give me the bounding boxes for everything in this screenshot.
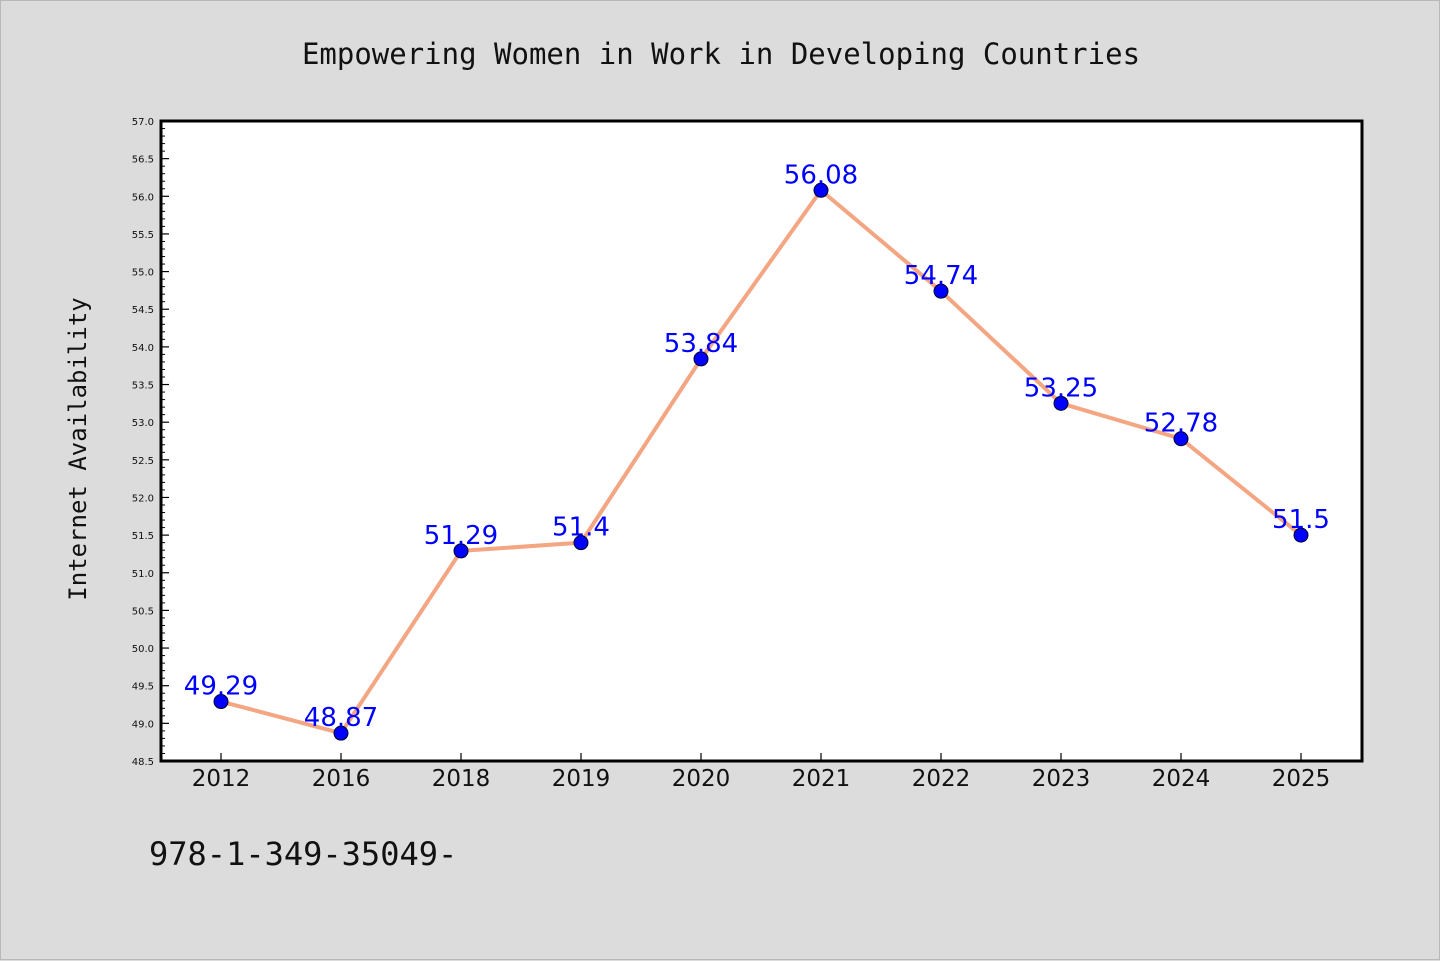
data-label: 51.29 [424,521,498,551]
y-tick-label: 50.0 [132,644,154,655]
y-tick-label: 52.5 [132,456,154,467]
x-tick-label: 2016 [312,766,371,792]
data-label: 48.87 [304,703,378,733]
data-label: 56.08 [784,160,858,190]
chart-title: Empowering Women in Work in Developing C… [302,37,1140,71]
data-label: 49.29 [184,672,258,702]
y-tick-label: 54.5 [132,305,154,316]
x-tick-label: 2020 [672,766,731,792]
y-tick-label: 51.0 [132,569,154,580]
data-label: 51.4 [552,513,610,543]
x-tick-label: 2022 [912,766,971,792]
y-tick-label: 50.5 [132,606,154,617]
x-tick-label: 2023 [1032,766,1091,792]
y-tick-label: 51.5 [132,531,154,542]
y-tick-label: 49.0 [132,719,154,730]
y-tick-label: 54.0 [132,343,154,354]
data-point [333,725,349,741]
x-tick-label: 2021 [792,766,851,792]
data-point [453,543,469,559]
data-label: 52.78 [1144,409,1218,439]
x-tick-label: 2012 [192,766,251,792]
y-tick-label: 55.0 [132,268,154,279]
data-label: 53.84 [664,329,738,359]
y-tick-label: 49.5 [132,682,154,693]
series-line [220,188,1303,736]
footer-text: 978-1-349-35049- [149,835,457,873]
y-tick-label: 56.5 [132,155,154,166]
data-label: 54.74 [904,261,978,291]
plot-area [159,119,1364,763]
data-point [213,694,229,710]
data-label: 51.5 [1272,505,1330,535]
y-tick-label: 53.0 [132,418,154,429]
data-point [1173,431,1189,447]
y-tick-label: 48.5 [132,757,154,768]
y-axis-ticks: 48.5 49.0 49.5 50.0 50.5 51.0 51.5 52.0 52.5 53.0… [132,117,169,768]
x-axis-ticks: 2012 2016 2018 2019 2020 2021 2022 2023 2024 2025 [192,753,1331,792]
data-point [1293,527,1309,543]
y-axis-label: Internet Availability [64,297,92,600]
data-point [573,535,589,551]
y-tick-label: 56.0 [132,192,154,203]
data-label: 53.25 [1024,373,1098,403]
y-tick-label: 57.0 [132,117,154,128]
x-tick-label: 2024 [1152,766,1211,792]
y-tick-label: 52.0 [132,493,154,504]
data-point [813,182,829,198]
series-group: 49.29 48.87 51.29 51.4 53.84 56.08 54.74 53.25 5… [184,160,1330,741]
data-point [1053,395,1069,411]
data-point [933,283,949,299]
x-tick-label: 2018 [432,766,491,792]
x-tick-label: 2019 [552,766,611,792]
data-point [693,351,709,367]
x-tick-label: 2025 [1272,766,1331,792]
y-tick-label: 55.5 [132,230,154,241]
y-tick-label: 53.5 [132,381,154,392]
